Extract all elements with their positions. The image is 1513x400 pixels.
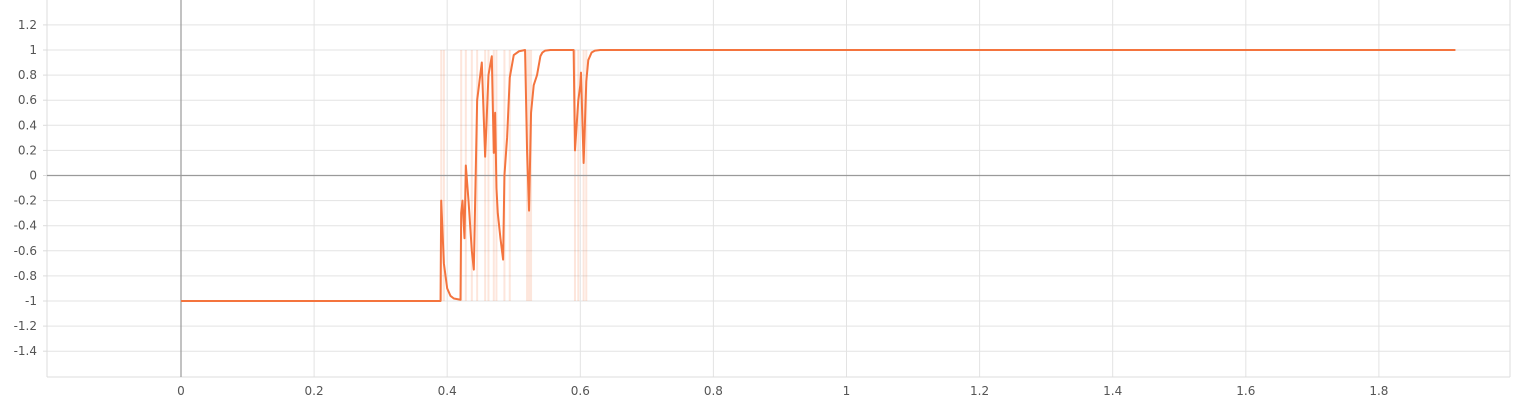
y-tick-label: -0.2: [14, 194, 37, 208]
grid-layer: [47, 0, 1510, 377]
x-tick-label: 0.2: [305, 384, 324, 398]
x-tick-label: 1.6: [1236, 384, 1255, 398]
y-tick-label: -0.6: [14, 244, 37, 258]
y-tick-label: -1: [25, 294, 37, 308]
x-tick-label: 0.6: [571, 384, 590, 398]
y-tick-label: -1.2: [14, 319, 37, 333]
plot-frame: [43, 0, 1511, 378]
x-tick-label: 0.4: [438, 384, 457, 398]
x-axis-tick-labels: 0 0.2 0.4 0.6 0.8 1 1.2 1.4 1.6 1.8: [177, 384, 1388, 398]
y-tick-label: 0.2: [18, 143, 37, 157]
y-tick-label: -1.4: [14, 344, 37, 358]
x-tick-label: 1.2: [970, 384, 989, 398]
y-tick-label: 0.8: [18, 68, 37, 82]
x-tick-label: 1.8: [1369, 384, 1388, 398]
zero-axes: [47, 0, 1510, 377]
y-tick-label: 0: [29, 169, 37, 183]
y-tick-label: 1: [29, 43, 37, 57]
y-axis-tick-labels: 1.2 1 0.8 0.6 0.4 0.2 0 -0.2 -0.4 -0.6 -0.8 -1 -1.2 -…: [14, 18, 37, 358]
y-tick-label: 1.2: [18, 18, 37, 32]
y-tick-label: -0.4: [14, 219, 37, 233]
y-tick-label: -0.8: [14, 269, 37, 283]
x-tick-label: 0: [177, 384, 185, 398]
series-layer: [181, 49, 1456, 302]
series-line: [181, 49, 1456, 302]
y-tick-label: 0.4: [18, 118, 37, 132]
x-tick-label: 1.4: [1103, 384, 1122, 398]
y-tick-label: 0.6: [18, 93, 37, 107]
x-tick-label: 0.8: [704, 384, 723, 398]
x-tick-label: 1: [843, 384, 851, 398]
